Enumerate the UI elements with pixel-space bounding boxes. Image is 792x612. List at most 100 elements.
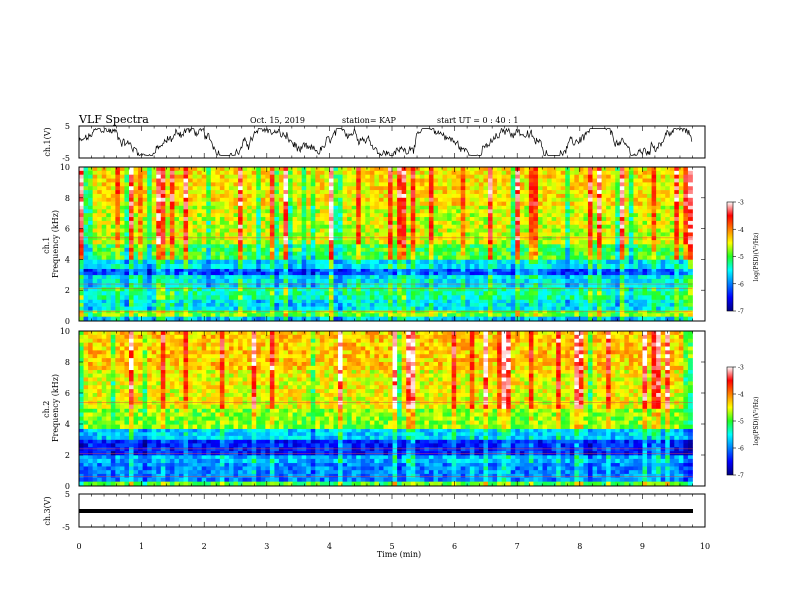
spectrogram-cell xyxy=(210,271,216,276)
spectrogram-cell xyxy=(569,217,575,222)
spectrogram-cell xyxy=(138,213,144,218)
spectrogram-cell xyxy=(424,278,430,284)
spectrogram-cell xyxy=(510,247,516,252)
spectrogram-cell xyxy=(474,291,480,296)
spectrogram-cell xyxy=(347,174,353,179)
spectrogram-cell xyxy=(265,295,271,300)
spectrogram-cell xyxy=(310,240,316,245)
spectrogram-cell xyxy=(628,182,634,187)
spectrogram-cell xyxy=(156,174,162,179)
spectrogram-cell xyxy=(483,178,489,183)
spectrogram-cell xyxy=(565,224,571,229)
spectrogram-cell xyxy=(347,255,353,260)
spectrogram-cell xyxy=(174,236,180,241)
spectrogram-cell xyxy=(683,167,689,172)
spectrogram-cell xyxy=(519,174,525,179)
spectrogram-cell xyxy=(97,232,103,237)
spectrogram-cell xyxy=(256,228,262,233)
spectrogram-cell xyxy=(392,247,398,252)
spectrogram-cell xyxy=(524,295,530,300)
spectrogram-cell xyxy=(388,278,393,284)
spectrogram-cell xyxy=(97,228,103,233)
spectrogram-cell xyxy=(115,170,121,175)
spectrogram-cell xyxy=(238,264,243,269)
spectrogram-cell xyxy=(401,268,407,273)
spectrogram-cell xyxy=(583,295,589,300)
spectrogram-cell xyxy=(615,167,621,172)
spectrogram-cell xyxy=(356,247,362,252)
spectrogram-cell xyxy=(138,244,144,249)
spectrogram-cell xyxy=(442,209,448,214)
spectrogram-cell xyxy=(283,274,289,280)
spectrogram-cell xyxy=(469,303,475,307)
spectrogram-cell xyxy=(183,291,189,296)
spectrogram-cell xyxy=(660,209,666,214)
spectrogram-cell xyxy=(501,283,507,288)
spectrogram-cell xyxy=(647,303,652,307)
spectrogram-cell xyxy=(678,228,684,233)
ch1-waveform-ticks xyxy=(78,126,706,158)
spectrogram-cell xyxy=(687,213,693,218)
spectrogram-cell xyxy=(419,232,425,237)
spectrogram-cell xyxy=(242,259,248,265)
spectrogram-cell xyxy=(338,274,343,280)
spectrogram-cell xyxy=(578,316,584,322)
spectrogram-cell xyxy=(392,213,398,218)
spectrogram-cell xyxy=(487,287,493,292)
spectrogram-cell xyxy=(397,228,403,233)
spectrogram-cell xyxy=(637,178,643,183)
spectrogram-cell xyxy=(119,283,125,288)
spectrogram-cell xyxy=(656,268,662,273)
spectrogram-cell xyxy=(637,306,643,311)
spectrogram-cell xyxy=(615,209,621,214)
spectrogram-cell xyxy=(510,213,516,218)
spectrogram-cell xyxy=(537,295,543,300)
spectrogram-cell xyxy=(456,274,462,280)
spectrogram-cell xyxy=(619,264,625,269)
spectrogram-cell xyxy=(569,174,575,179)
spectrogram-cell xyxy=(660,240,666,245)
spectrogram-cell xyxy=(106,264,112,269)
spectrogram-cell xyxy=(115,167,121,172)
spectrogram-cell xyxy=(465,240,471,245)
spectrogram-cell xyxy=(510,274,516,280)
spectrogram-cell xyxy=(160,247,166,252)
spectrogram-cell xyxy=(528,174,534,179)
spectrogram-cell xyxy=(687,259,693,265)
spectrogram-cell xyxy=(88,186,94,191)
spectrogram-cell xyxy=(406,178,412,183)
spectrogram-cell xyxy=(192,228,198,233)
spectrogram-cell xyxy=(660,247,666,252)
spectrogram-cell xyxy=(542,316,548,322)
spectrogram-cell xyxy=(415,240,421,245)
spectrogram-cell xyxy=(274,213,280,218)
spectrogram-cell xyxy=(315,182,321,187)
spectrogram-cell xyxy=(388,287,393,292)
spectrogram-cell xyxy=(565,205,571,210)
spectrogram-cell xyxy=(310,220,316,226)
spectrogram-cell xyxy=(283,232,289,237)
spectrogram-cell xyxy=(106,213,112,218)
spectrogram-cell xyxy=(315,274,321,280)
spectrogram-cell xyxy=(601,178,607,183)
spectrogram-cell xyxy=(678,255,684,260)
spectrogram-cell xyxy=(406,213,412,218)
spectrogram-cell xyxy=(347,306,353,311)
spectrogram-cell xyxy=(560,306,566,311)
spectrogram-cell xyxy=(483,259,489,265)
spectrogram-cell xyxy=(597,220,602,226)
spectrogram-cell xyxy=(519,220,525,226)
spectrogram-cell xyxy=(415,205,421,210)
spectrogram-cell xyxy=(683,259,689,265)
spectrogram-cell xyxy=(247,255,253,260)
spectrogram-cell xyxy=(556,205,562,210)
spectrogram-cell xyxy=(378,283,384,288)
spectrogram-cell xyxy=(115,228,121,233)
spectrogram-cell xyxy=(265,278,271,284)
spectrogram-cell xyxy=(656,244,662,249)
spectrogram-cell xyxy=(92,274,98,280)
spectrogram-cell xyxy=(424,313,430,317)
spectrogram-cell xyxy=(474,313,480,317)
spectrogram-cell xyxy=(615,174,621,179)
spectrogram-cell xyxy=(587,224,593,229)
